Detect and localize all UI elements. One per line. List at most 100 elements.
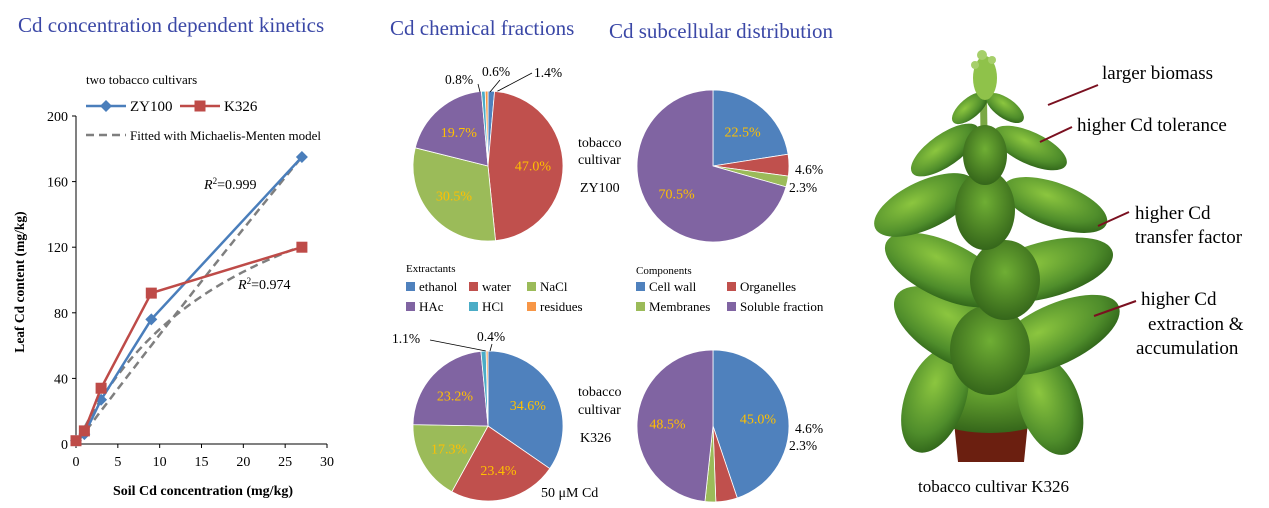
tobacco-plant-illustration [874,50,1137,462]
kinetics-line-chart: Leaf Cd content (mg/kg) Soil Cd concentr… [12,72,334,499]
legend-marker-k326 [194,100,206,112]
legend-label-k326: K326 [224,99,258,115]
pie-slice-cell-wall [712,89,789,167]
legend-swatch-soluble-fraction [727,302,736,311]
slice-label: 34.6% [510,399,547,414]
axes: 0 40 80 120 160 200 0 5 10 15 20 25 30 [47,110,334,470]
r2-value-k326: 0.974 [259,278,291,293]
annotation-extraction-3: accumulation [1136,338,1239,359]
leader-line [495,72,533,93]
slice-label: 30.5% [436,189,473,204]
pie-slice-ethanol [487,350,564,470]
y-tick-label: 200 [47,110,68,125]
x-tick-label: 5 [114,455,121,470]
pie-subcellular-k326: 45.0% 4.6% 2.3% 48.5% [636,349,823,503]
cultivar-word-k2: cultivar [578,403,621,418]
pie-charts: 1.4% 47.0% 30.5% 19.7% 0.8% 0.6% 34.6% 23.4% 17… [392,64,824,503]
annotation-cd-tolerance: higher Cd tolerance [1077,115,1227,136]
legend-label-cell-wall: Cell wall [649,279,697,294]
data-point-k326 [70,435,82,447]
slice-label: 23.2% [437,389,474,404]
r2-label-k326: R2=0.974 [237,276,290,293]
cultivar-word-zy2: cultivar [578,153,621,168]
x-tick-label: 10 [153,455,167,470]
data-point-k326 [296,241,308,253]
annotation-larger-biomass: larger biomass [1102,63,1213,84]
legend-label-soluble-fraction: Soluble fraction [740,299,824,314]
pie-slice-soluble-fraction [636,89,787,243]
fitted-curve [77,245,303,440]
y-tick-label: 0 [61,438,68,453]
pie-slice-cell-wall [712,349,790,499]
pie-fractions-k326: 34.6% 23.4% 17.3% 23.2% 1.1% 0.4% [392,329,564,502]
slice-label: 22.5% [725,125,762,140]
pie-slice-residues [484,90,489,167]
legend-swatch-hcl [469,302,478,311]
annotation-transfer-2: transfer factor [1135,227,1243,248]
cultivar-name-k326: K326 [580,431,611,446]
data-point-zy100 [145,313,158,326]
slice-label: 4.6% [795,162,823,177]
legend-label-fitted: Fitted with Michaelis-Menten model [130,128,321,143]
components-legend: Cell wall Organelles Membranes Soluble frac… [636,279,824,314]
legend-swatch-ethanol [406,282,415,291]
pie-slice-nacl [412,424,489,493]
kinetics-title: Cd concentration dependent kinetics [18,13,325,37]
leader-line [477,83,481,93]
legend-label-nacl: NaCl [540,279,568,294]
pie-slice-water [487,90,564,242]
extractants-legend: ethanol water NaCl HAc HCl residues [406,279,583,314]
legend-swatch-residues [527,302,536,311]
legend-label-organelles: Organelles [740,279,796,294]
y-tick-label: 40 [54,372,68,387]
legend-swatch-membranes [636,302,645,311]
legend-swatch-organelles [727,282,736,291]
pie-slice-water [451,425,551,502]
annotation-extraction-1: higher Cd [1141,289,1217,310]
components-title: Components [636,265,692,277]
cultivar-word-zy1: tobacco [578,136,622,151]
slice-label: 2.3% [789,180,817,195]
legend-label-hac: HAc [419,299,444,314]
slice-label: 1.4% [534,65,562,80]
annotation-lines [1039,84,1137,317]
legend-swatch-nacl [527,282,536,291]
data-point-k326 [145,287,157,299]
cultivar-word-k1: tobacco [578,385,622,400]
slice-label: 45.0% [740,413,777,428]
legend-label-ethanol: ethanol [419,279,458,294]
data-point-zy100 [295,151,308,163]
y-tick-label: 120 [47,241,68,256]
pie-subcellular-zy100: 22.5% 4.6% 2.3% 70.5% [636,89,823,243]
legend-marker-zy100 [100,100,112,112]
slice-label: 2.3% [789,438,817,453]
annotation-transfer-1: higher Cd [1135,203,1211,224]
slice-label: 48.5% [649,418,686,433]
pie-slice-soluble-fraction [636,349,714,503]
subcellular-title: Cd subcellular distribution [609,19,833,43]
x-tick-label: 15 [195,455,209,470]
annotation-extraction-2: extraction & [1148,314,1244,335]
cultivar-name-zy100: ZY100 [580,181,620,196]
slice-label: 0.6% [482,64,510,79]
legend-title: two tobacco cultivars [86,72,197,87]
data-point-k326 [78,425,90,437]
fractions-title: Cd chemical fractions [390,16,575,40]
slice-label: 4.6% [795,421,823,436]
extractants-title: Extractants [406,263,455,275]
x-tick-label: 25 [278,455,292,470]
slice-label: 1.1% [392,331,420,346]
leader-line [429,339,487,352]
slice-label: 17.3% [431,443,468,458]
x-tick-label: 0 [73,455,80,470]
y-tick-label: 160 [47,176,68,191]
slice-label: 19.7% [441,126,478,141]
pie-slice-nacl [412,147,496,242]
series-line-k326 [75,246,303,442]
plant-leaves [874,50,1120,455]
x-tick-label: 30 [320,455,334,470]
legend-label-zy100: ZY100 [130,99,173,115]
slice-label: 70.5% [659,188,696,203]
plot-area [70,151,308,447]
pie-fractions-zy100: 1.4% 47.0% 30.5% 19.7% 0.8% 0.6% [412,64,564,242]
